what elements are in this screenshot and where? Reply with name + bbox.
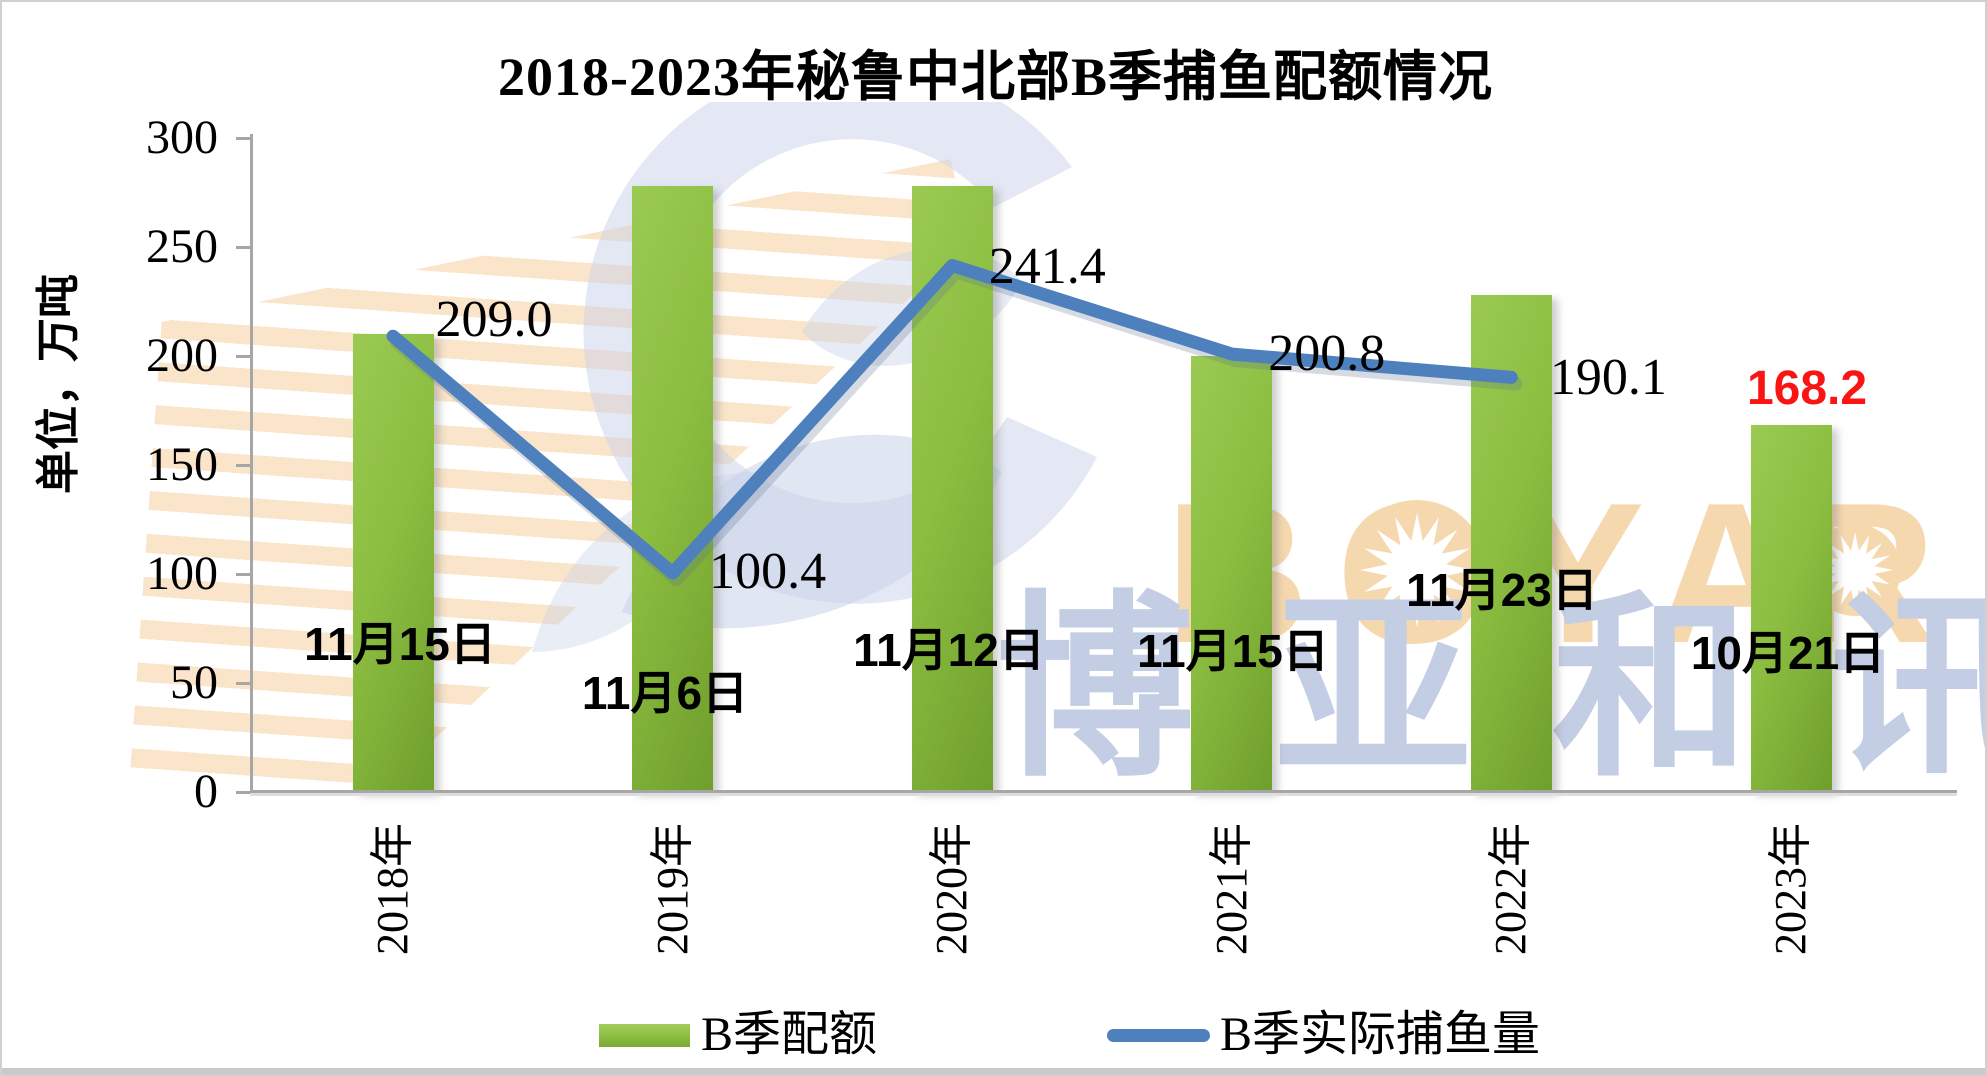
y-axis-tick-label: 250	[146, 219, 218, 273]
legend-bar-label: B季配额	[701, 1008, 878, 1061]
season-start-date-label: 11月6日	[581, 667, 749, 719]
y-axis-tick-label: 150	[146, 437, 218, 491]
quota-2023-value-label: 168.2	[1746, 362, 1868, 415]
x-axis-shadow-line	[250, 793, 1957, 796]
x-axis-category-label: 2023年	[1766, 823, 1815, 955]
catch-value-label: 241.4	[988, 237, 1106, 295]
quota-bar-2023年	[1750, 425, 1832, 792]
x-axis-line	[250, 790, 1957, 793]
chart-title: 2018-2023年秘鲁中北部B季捕鱼配额情况	[498, 47, 1493, 107]
season-start-date-label: 11月15日	[304, 618, 496, 670]
y-axis-tick-label: 0	[194, 765, 218, 818]
catch-value-label: 200.8	[1268, 325, 1386, 383]
season-start-date-label: 11月15日	[1137, 625, 1329, 677]
y-axis-tick-mark	[236, 791, 252, 794]
y-axis-tick-label: 100	[146, 546, 218, 600]
season-start-date-label: 11月23日	[1406, 564, 1598, 616]
season-start-date-label: 11月12日	[853, 624, 1045, 676]
catch-value-label: 190.1	[1549, 349, 1667, 407]
y-axis-tick-mark	[236, 245, 252, 249]
legend-bar-swatch	[599, 1024, 690, 1047]
y-axis-tick-label: 200	[146, 328, 218, 382]
x-axis-category-label: 2019年	[647, 823, 697, 955]
quota-bar-2018年	[352, 333, 434, 792]
y-axis-tick-mark	[236, 136, 252, 140]
catch-value-label: 100.4	[709, 543, 827, 601]
legend-line-label: B季实际捕鱼量	[1220, 1008, 1541, 1061]
y-axis-tick-label: 300	[146, 110, 218, 164]
watermark-cjk-char: 亚	[1274, 581, 1472, 800]
bottom-border-line	[2, 1068, 1985, 1074]
season-start-date-label: 10月21日	[1690, 627, 1886, 679]
x-axis-category-label: 2022年	[1486, 823, 1536, 955]
y-axis-tick-mark	[236, 681, 252, 685]
quota-bar-2021年	[1191, 355, 1273, 792]
catch-value-label: 209.0	[435, 291, 553, 349]
y-axis-tick-mark	[236, 463, 252, 467]
x-axis-category-label: 2018年	[368, 823, 417, 955]
y-axis-tick-mark	[236, 354, 252, 358]
y-axis-tick-label: 50	[170, 655, 218, 709]
watermark-cjk-char: 和	[1552, 581, 1750, 800]
x-axis-category-label: 2021年	[1206, 823, 1256, 955]
y-axis-tick-mark	[236, 572, 252, 576]
legend-line-swatch	[1107, 1029, 1210, 1042]
starburst-icon	[1817, 532, 1893, 608]
watermark-cjk-char: 博	[996, 581, 1194, 800]
watermark-cjk-char: 讯	[1830, 592, 1985, 790]
y-axis-line	[250, 134, 253, 792]
x-axis-category-label: 2020年	[927, 823, 977, 955]
